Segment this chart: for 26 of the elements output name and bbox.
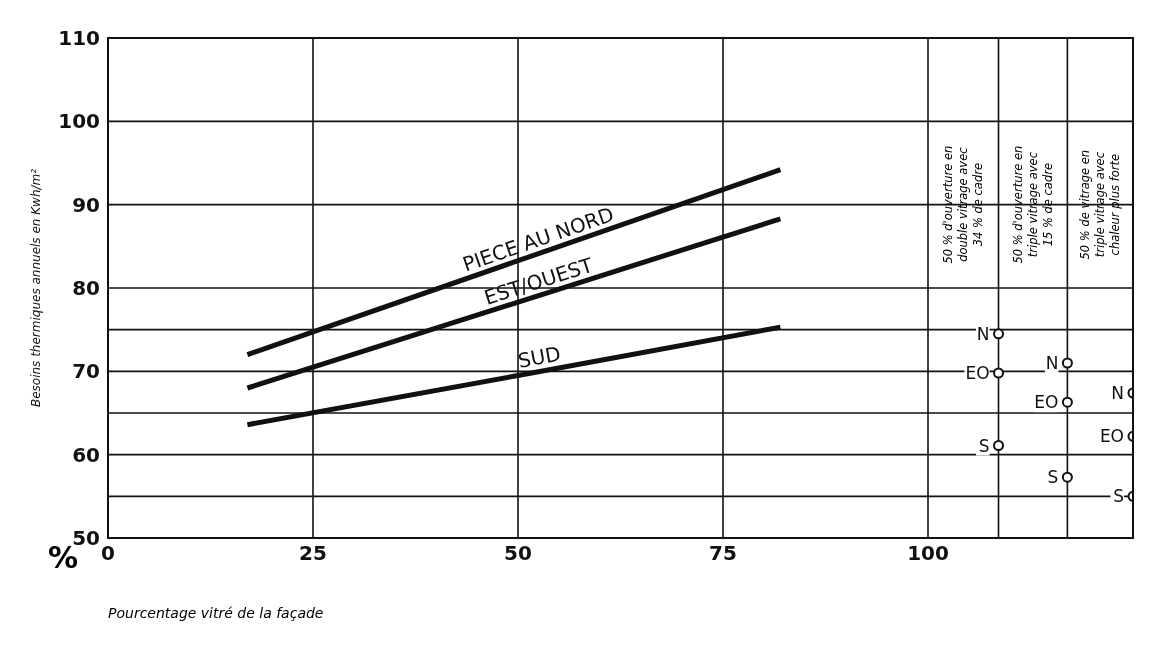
- text: EO: [1034, 392, 1059, 413]
- text: SUD: [516, 341, 563, 373]
- x-tick-label: 100: [907, 541, 949, 566]
- y-tick-label: 70: [72, 359, 100, 384]
- x-axis-title: Pourcentage vitré de la façade: [108, 605, 324, 621]
- text: S: [1047, 467, 1059, 488]
- series-label: S: [978, 435, 990, 456]
- x-tick-label: 0: [101, 541, 115, 566]
- y-tick-label: 80: [72, 276, 100, 301]
- x-tick-label: 25: [299, 541, 327, 566]
- y-tick-label: 100: [58, 109, 100, 134]
- text: S: [1113, 486, 1124, 507]
- series-label: N: [976, 323, 990, 344]
- series-label: EO: [965, 363, 990, 383]
- annotation: 50 % d'ouverture en triple vitrage avec 15 % de cadre: [1010, 145, 1055, 264]
- annotation: 50 % de vitrage en triple vitrage avec chaleur plus forte: [1078, 149, 1123, 260]
- y-tick-label: 60: [72, 442, 100, 467]
- text: EO: [1099, 426, 1124, 447]
- y-tick-label: 110: [58, 26, 100, 51]
- text: N: [1045, 353, 1059, 373]
- annotation: 50 % d'ouverture en double vitrage avec 34 % de cadre: [941, 145, 986, 264]
- y-tick-label: 90: [72, 192, 100, 217]
- text: N: [1111, 383, 1124, 403]
- y-axis-title: Besoins thermiques annuels en Kwh/m²: [29, 168, 44, 408]
- x-tick-label: 75: [709, 541, 737, 566]
- x-tick-label: 50: [504, 541, 532, 566]
